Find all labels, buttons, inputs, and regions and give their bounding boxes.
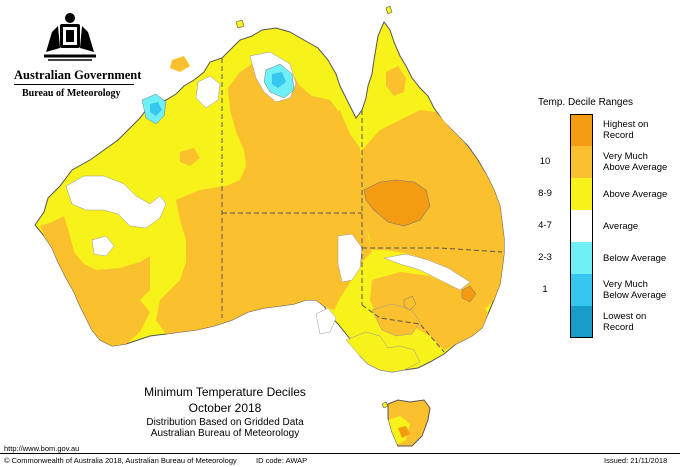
map-subtitle: Distribution Based on Gridded Data: [146, 417, 304, 428]
legend-item-label-line-2: Below Average: [603, 290, 667, 301]
highest-on-record-region: [363, 179, 431, 227]
bureau-name: Bureau of Meteorology: [22, 88, 121, 99]
legend-item: Lowest on Record: [530, 306, 680, 338]
legend-item-label: Lowest on Record: [603, 306, 680, 338]
state-borders: [221, 58, 503, 353]
legend-swatch: [570, 178, 593, 210]
legend-item-code: 4-7: [538, 220, 552, 231]
legend-item-label-line-1: Below Average: [603, 252, 667, 264]
legend-item-label-line-1: Above Average: [603, 188, 668, 200]
very-much-above-average-regions: [40, 56, 504, 350]
footer-id-code: ID code: AWAP: [256, 456, 308, 465]
legend-swatch: [570, 274, 593, 306]
footer-copyright: © Commonwealth of Australia 2018, Austra…: [4, 456, 237, 465]
legend-item-code: 10: [539, 156, 551, 167]
legend-swatch: [570, 146, 593, 178]
legend-item-label-line-1: Very Much: [603, 151, 648, 162]
legend-swatch: [570, 306, 593, 338]
legend-item-label: Highest on Record: [603, 114, 680, 146]
legend-item: Highest on Record: [530, 114, 680, 146]
legend-title: Temp. Decile Ranges: [538, 97, 634, 108]
legend-item: 1 Very Much Below Average: [530, 274, 680, 306]
coat-of-arms-icon: [44, 13, 96, 61]
legend-item-label: Very Much Below Average: [603, 274, 680, 306]
map-title-block: Minimum Temperature Deciles October 2018…: [120, 385, 330, 439]
map-title: Minimum Temperature Deciles: [144, 385, 306, 399]
legend-item-label: Very Much Above Average: [603, 146, 680, 178]
legend-swatch: [570, 242, 593, 274]
legend-swatch: [570, 114, 593, 146]
legend-item-label-line-1: Very Much: [603, 279, 648, 290]
legend-item-label-line-1: Average: [603, 220, 639, 232]
org-name: Australian Government: [14, 68, 142, 82]
legend-item-code: 1: [542, 284, 548, 295]
legend-item-label-line-1: Lowest on: [603, 311, 647, 322]
footer-issued: Issued: 21/11/2018: [604, 456, 668, 465]
footer-url: http://www.bom.gov.au: [4, 444, 80, 453]
legend-item-code: 2-3: [538, 252, 552, 263]
legend-item-label-line-2: Above Average: [603, 162, 668, 173]
below-average-regions: [141, 63, 295, 125]
legend-swatch: [570, 210, 593, 242]
legend-item-label-line-1: Highest on: [603, 119, 649, 130]
legend-item-label-line-2: Record: [603, 322, 634, 333]
footer-divider: [0, 453, 680, 454]
legend-item: 10 Very Much Above Average: [530, 146, 680, 178]
logo-divider: [14, 84, 134, 85]
tasmania: [387, 399, 431, 447]
map-period: October 2018: [188, 401, 262, 415]
legend-item-label: Below Average: [603, 242, 680, 274]
legend-item-label: Average: [603, 210, 680, 242]
legend-item-code: 8-9: [538, 188, 552, 199]
legend-item: 2-3 Below Average: [530, 242, 680, 274]
legend-item-label-line-2: Record: [603, 130, 634, 141]
map-source: Australian Bureau of Meteorology: [150, 428, 300, 439]
legend-item-label: Above Average: [603, 178, 680, 210]
legend-item: 8-9 Above Average: [530, 178, 680, 210]
legend-item: 4-7 Average: [530, 210, 680, 242]
